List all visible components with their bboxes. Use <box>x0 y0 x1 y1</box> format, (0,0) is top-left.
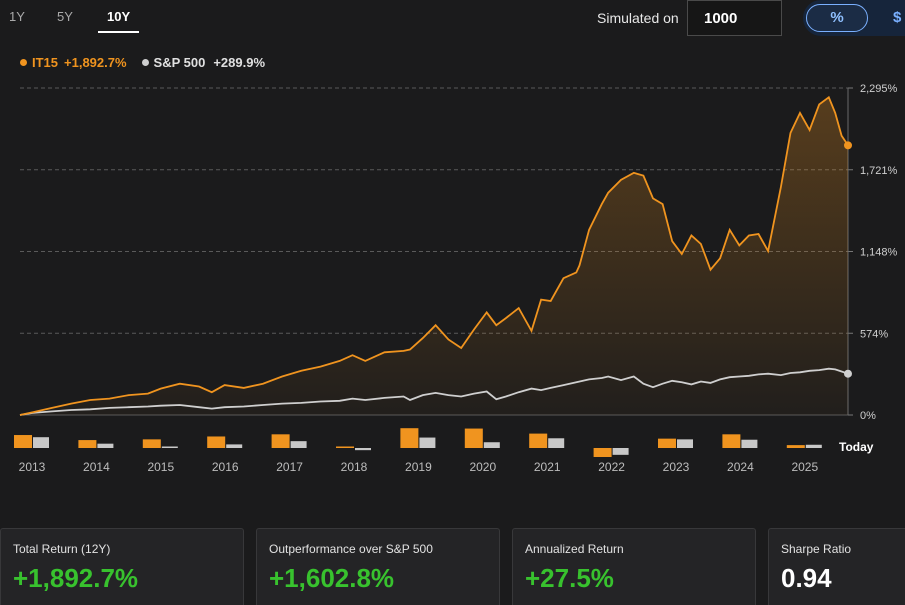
x-axis-year-label: 2022 <box>598 460 625 474</box>
tab-10y[interactable]: 10Y <box>107 9 131 24</box>
performance-chart: 2,295% 1,721% 1,148% 574% 0% 2013 2014 2015 201… <box>14 83 898 474</box>
x-axis-year-label: 2021 <box>534 460 561 474</box>
y-tick-label: 0% <box>860 410 876 422</box>
card-label: Outperformance over S&P 500 <box>269 542 433 556</box>
dollar-toggle-button[interactable]: $ <box>893 9 902 26</box>
sp500-annual-bar <box>548 438 565 448</box>
card-value: 0.94 <box>781 563 832 593</box>
sp500-endpoint-marker <box>844 369 852 378</box>
sp500-annual-bar <box>161 446 178 448</box>
sp500-annual-bar <box>355 448 371 451</box>
y-tick-label: 1,721% <box>860 165 898 177</box>
x-axis-year-label: 2025 <box>791 460 818 474</box>
sp500-series-line <box>19 367 849 416</box>
sp500-legend-name: S&P 500 <box>153 55 206 70</box>
x-axis-year-label: 2023 <box>663 460 690 474</box>
x-axis-year-label: 2018 <box>341 460 368 474</box>
sp500-annual-bar <box>419 437 436 448</box>
it15-annual-bar <box>14 435 32 448</box>
x-axis-today-label: Today <box>839 440 874 454</box>
it15-annual-bar <box>271 434 290 448</box>
it15-annual-bar <box>78 440 97 448</box>
it15-legend-dot <box>20 59 27 66</box>
simulated-amount-input[interactable] <box>687 0 782 36</box>
it15-legend-value: +1,892.7% <box>64 55 127 70</box>
percent-toggle-button[interactable]: % <box>806 4 868 32</box>
it15-annual-bar <box>593 448 612 457</box>
tab-5y[interactable]: 5Y <box>57 9 73 24</box>
card-label: Sharpe Ratio <box>781 542 852 556</box>
y-tick-label: 2,295% <box>860 83 898 95</box>
sharpe-ratio-card: Sharpe Ratio 0.94 <box>768 528 905 605</box>
simulated-on-label: Simulated on <box>597 10 679 26</box>
x-axis-year-label: 2017 <box>276 460 303 474</box>
it15-annual-bar <box>207 436 226 448</box>
sp500-annual-bar <box>805 444 822 448</box>
x-axis-year-label: 2013 <box>19 460 46 474</box>
sp500-annual-bar <box>290 441 307 448</box>
sp500-annual-bar <box>33 437 49 448</box>
sp500-legend-dot <box>141 59 149 66</box>
it15-legend-name: IT15 <box>32 55 59 70</box>
active-tab-underline <box>98 31 139 33</box>
y-tick-label: 574% <box>860 328 888 340</box>
x-axis-year-label: 2015 <box>147 460 174 474</box>
sp500-legend-value: +289.9% <box>213 55 266 70</box>
annualized-return-card: Annualized Return +27.5% <box>512 528 756 605</box>
card-value: +1,602.8% <box>269 563 395 593</box>
it15-annual-bar <box>722 434 741 448</box>
it15-annual-bar <box>400 428 419 448</box>
chart-legend: IT15 +1,892.7% S&P 500 +289.9% <box>20 55 265 70</box>
sp500-annual-bar <box>741 439 758 448</box>
it15-annual-bar <box>529 433 548 448</box>
it15-annual-bar <box>786 445 805 448</box>
card-label: Total Return (12Y) <box>13 542 111 556</box>
tab-1y[interactable]: 1Y <box>9 9 25 24</box>
x-axis-year-label: 2016 <box>212 460 239 474</box>
x-axis-year-label: 2014 <box>83 460 110 474</box>
x-axis-year-label: 2024 <box>727 460 754 474</box>
it15-endpoint-marker <box>844 141 852 150</box>
y-tick-label: 1,148% <box>860 247 898 259</box>
outperformance-card: Outperformance over S&P 500 +1,602.8% <box>256 528 500 605</box>
it15-area-fill <box>20 97 848 416</box>
it15-annual-bar <box>142 439 161 448</box>
sp500-annual-bar <box>677 439 693 448</box>
sp500-annual-bar <box>97 443 114 448</box>
total-return-card: Total Return (12Y) +1,892.7% <box>0 528 244 605</box>
it15-annual-bar <box>336 446 354 448</box>
it15-annual-bar <box>658 438 676 448</box>
sp500-annual-bar <box>483 442 500 448</box>
card-value: +1,892.7% <box>13 563 139 593</box>
sp500-annual-bar <box>612 448 629 455</box>
it15-series-line <box>19 95 849 416</box>
it15-annual-bar <box>464 428 483 448</box>
unit-toggle[interactable]: % $ <box>803 0 905 36</box>
x-axis-year-label: 2020 <box>469 460 496 474</box>
sp500-annual-bar <box>226 444 243 448</box>
card-value: +27.5% <box>525 563 614 593</box>
card-label: Annualized Return <box>525 542 624 556</box>
x-axis-year-label: 2019 <box>405 460 432 474</box>
